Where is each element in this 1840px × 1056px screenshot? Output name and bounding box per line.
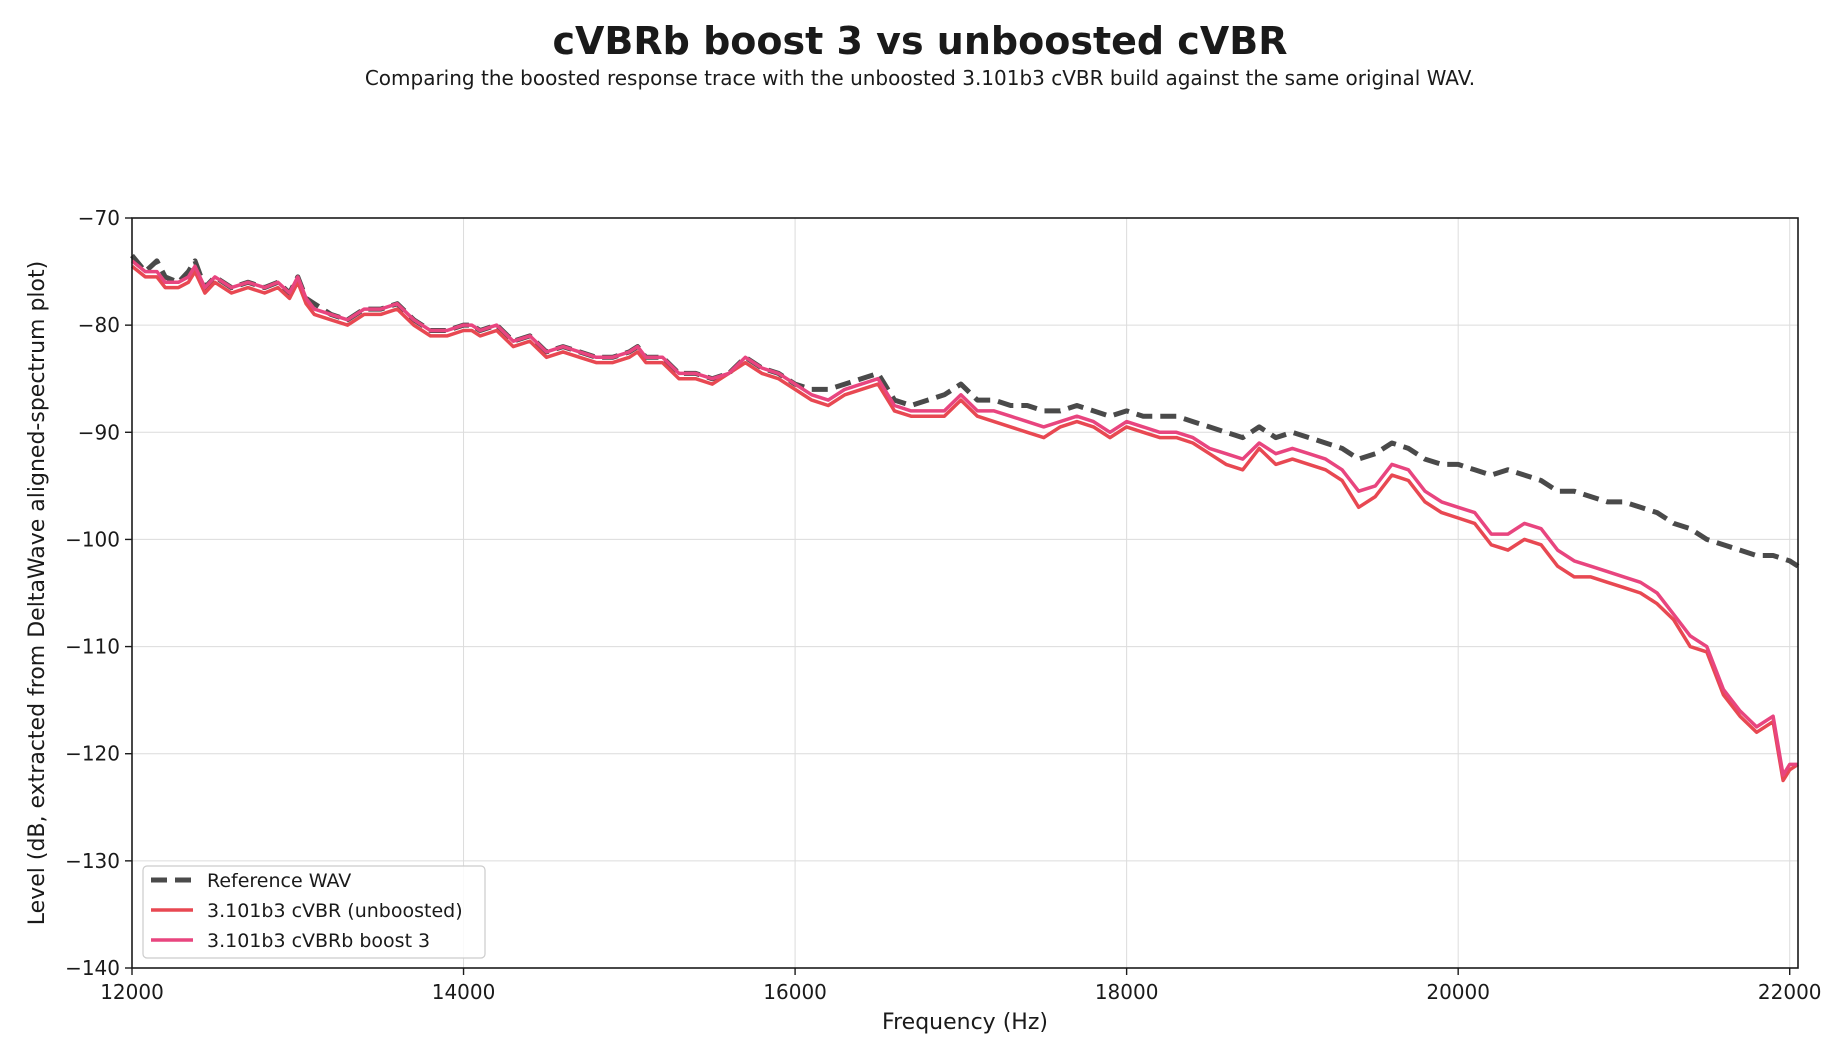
chart-subtitle: Comparing the boosted response trace wit… <box>365 66 1475 90</box>
grid <box>131 217 1798 969</box>
x-axis-ticks: 12000 14000 16000 18000 20000 22000 <box>100 968 1822 1004</box>
series-line-0 <box>130 253 1800 569</box>
y-tick-label: −100 <box>65 527 120 551</box>
series-line-1 <box>130 264 1799 783</box>
legend-label-2: 3.101b3 cVBRb boost 3 <box>207 930 430 952</box>
y-tick-label: −130 <box>65 849 120 873</box>
legend-box <box>142 865 486 959</box>
series-line-2 <box>130 259 1798 777</box>
legend: Reference WAV 3.101b3 cVBR (unboosted) 3.1… <box>142 865 486 959</box>
y-tick-label: −70 <box>78 206 120 230</box>
x-axis-label: Frequency (Hz) <box>882 1010 1048 1035</box>
legend-label-0: Reference WAV <box>207 870 351 892</box>
plot-series <box>130 253 1800 783</box>
y-tick-label: −90 <box>78 420 120 444</box>
y-tick-label: −140 <box>65 956 120 980</box>
legend-label-1: 3.101b3 cVBR (unboosted) <box>207 900 463 922</box>
x-tick-label: 20000 <box>1426 980 1490 1004</box>
y-axis-label: Level (dB, extracted from DeltaWave alig… <box>25 261 50 925</box>
x-tick-label: 18000 <box>1095 980 1159 1004</box>
y-tick-label: −120 <box>65 742 120 766</box>
y-tick-label: −80 <box>78 313 120 337</box>
plot-frame <box>131 217 1799 969</box>
x-tick-label: 16000 <box>763 980 827 1004</box>
y-tick-label: −110 <box>65 635 120 659</box>
x-tick-label: 14000 <box>432 980 496 1004</box>
x-tick-label: 12000 <box>100 980 164 1004</box>
y-axis-ticks: −70 −80 −90 −100 −110 −120 −130 −140 <box>65 206 132 980</box>
chart-title: cVBRb boost 3 vs unboosted cVBR <box>553 19 1288 63</box>
x-tick-label: 22000 <box>1758 980 1822 1004</box>
